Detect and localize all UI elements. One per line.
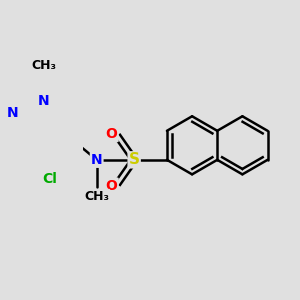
Text: N: N	[38, 94, 50, 108]
Text: O: O	[106, 127, 118, 141]
Text: Cl: Cl	[42, 172, 57, 186]
Text: CH₃: CH₃	[31, 59, 56, 72]
Text: O: O	[106, 178, 118, 193]
Text: CH₃: CH₃	[84, 190, 109, 203]
Text: S: S	[129, 152, 140, 167]
Text: N: N	[91, 153, 103, 167]
Text: N: N	[7, 106, 19, 120]
